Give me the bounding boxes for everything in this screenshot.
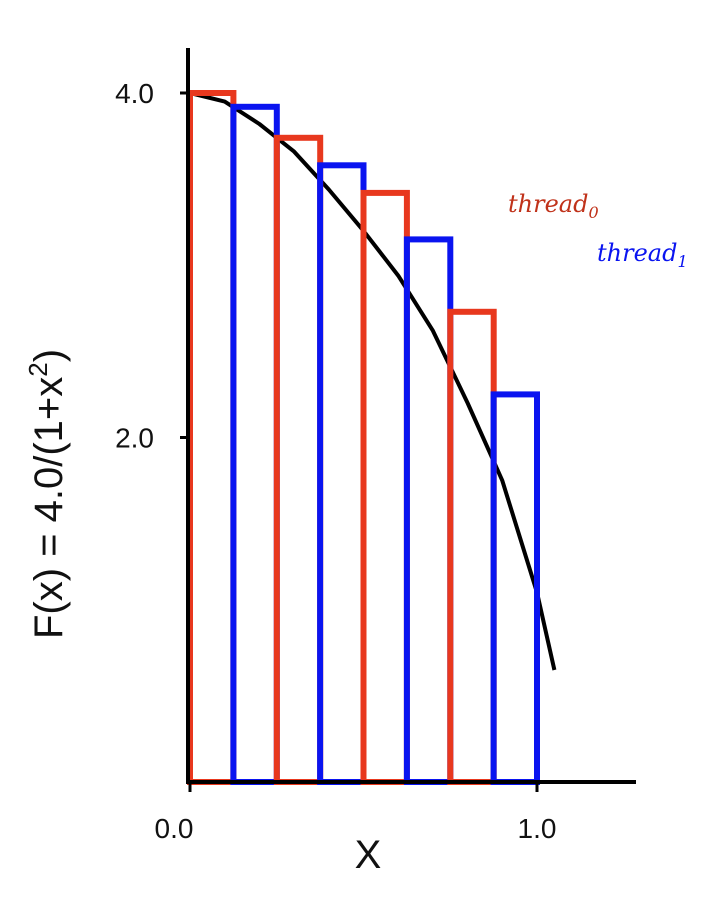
x-axis-label: X bbox=[355, 833, 382, 877]
x-tick-label-1.0: 1.0 bbox=[518, 813, 557, 844]
axes-layer bbox=[186, 48, 636, 784]
x-tick-label-0.0: 0.0 bbox=[155, 813, 194, 844]
thread1-bar-1 bbox=[317, 162, 367, 786]
y-tick-label-2.0: 2.0 bbox=[115, 423, 154, 454]
function-curve bbox=[189, 91, 557, 671]
legend-thread1-sub: 1 bbox=[677, 252, 687, 271]
thread0-bar-0 bbox=[187, 90, 237, 785]
y-tick-label-4.0: 4.0 bbox=[115, 78, 154, 109]
thread1-bar-0 bbox=[230, 103, 280, 786]
legend-thread1: thread1 bbox=[597, 239, 688, 271]
y-axis-label-sup: 2 bbox=[23, 362, 53, 376]
ticks-layer: 2.0 4.0 0.0 1.0 bbox=[115, 78, 556, 844]
y-axis-label-main: F(x) = 4.0/(1+x bbox=[27, 377, 71, 639]
curve-layer bbox=[189, 91, 557, 671]
legend-thread0: thread0 bbox=[508, 190, 599, 222]
y-axis-label: F(x) = 4.0/(1+x2) bbox=[23, 349, 71, 639]
legend-thread0-base: thread bbox=[508, 190, 588, 218]
y-axis-label-end: ) bbox=[27, 349, 71, 362]
thread0-bar-1 bbox=[273, 134, 324, 786]
thread1-bar-3 bbox=[490, 391, 541, 785]
legend-thread1-base: thread bbox=[597, 239, 677, 267]
legend-thread0-sub: 0 bbox=[588, 203, 598, 222]
